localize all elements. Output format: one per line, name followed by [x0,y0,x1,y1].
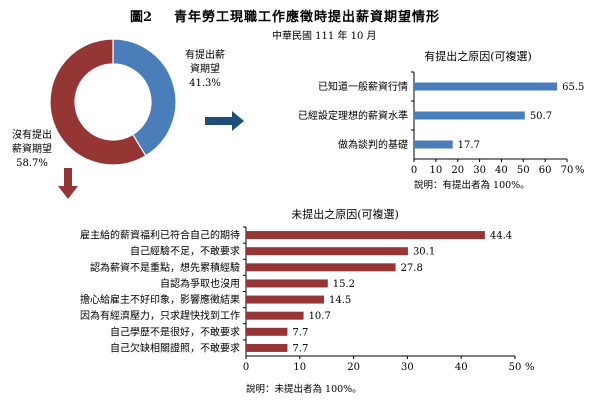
bar [246,231,485,240]
bar [246,327,288,336]
x-axis-unit: % [575,165,585,176]
x-tick-label: 50 [517,165,530,176]
bar [246,295,325,304]
donut-slice-2 [49,38,147,166]
category-label: 自己欠缺相關證照，不敢要求 [110,341,240,354]
value-label: 7.7 [292,343,308,354]
bar-chart-with-reasons: 有提出之原因(可複選) 0 10 20 30 40 50 60 70 % 已知道一般薪資行情 65.5… [298,49,585,191]
bar [246,343,288,352]
value-label: 30.1 [413,247,435,258]
x-tick-label: 70 [561,165,574,176]
bar [414,111,525,120]
arrow-right-icon [205,111,244,131]
bar [414,82,558,91]
x-tick-label: 10 [293,362,306,373]
figure-date: 中華民國 111 年 10 月 [272,29,377,42]
donut-label-without: 沒有提出 薪資期望 58.7% [12,128,52,169]
category-label: 擔心給雇主不好印象，影響應徵結果 [80,293,240,306]
category-label: 做為談判的基礎 [338,138,408,151]
value-label: 10.7 [309,311,331,322]
donut-value-without: 58.7% [16,158,48,169]
bar [414,140,453,149]
category-label: 認為薪資不是重點，想先累積經驗 [90,261,240,274]
x-axis-unit: % [525,362,535,373]
x-tick-label: 60 [539,165,552,176]
donut-slice-1 [112,38,177,157]
x-tick-label: 20 [347,362,360,373]
bar [246,263,396,272]
value-label: 27.8 [401,263,423,274]
x-tick-label: 50 [509,362,522,373]
bar [246,279,328,288]
category-label: 雇主給的薪資福利已符合自己的期待 [80,229,240,242]
chart-note: 說明：未提出者為 100%。 [246,383,362,395]
figure-number: 圖2 [130,9,152,25]
x-tick-label: 40 [455,362,468,373]
donut-label-with-line2: 資期望 [190,62,220,75]
x-tick-label: 30 [473,165,486,176]
figure-title: 青年勞工現職工作應徵時提出薪資期望情形 [174,9,440,25]
donut-label-without-line2: 薪資期望 [12,142,52,155]
category-label: 已知道一般薪資行情 [318,80,408,93]
bar [246,311,304,320]
donut-label-without-line1: 沒有提出 [12,128,52,141]
x-tick-label: 10 [429,165,442,176]
value-label: 17.7 [458,140,480,151]
category-label: 因為有經濟壓力，只求趕快找到工作 [80,309,240,322]
x-tick-label: 40 [495,165,508,176]
category-label: 已經設定理想的薪資水準 [298,109,408,122]
donut-label-with-line1: 有提出薪 [185,48,225,61]
donut-label-with: 有提出薪 資期望 41.3% [185,48,225,89]
value-label: 44.4 [490,231,512,242]
chart-note: 說明：有提出者為 100%。 [414,179,530,191]
value-label: 65.5 [562,82,584,93]
bar [246,247,408,256]
donut-chart [49,38,177,166]
category-label: 自己經驗不足，不敢要求 [130,245,240,258]
x-tick-label: 20 [451,165,464,176]
donut-value-with: 41.3% [189,78,221,89]
x-tick-label: 30 [401,362,414,373]
value-label: 7.7 [292,327,308,338]
value-label: 50.7 [530,111,552,122]
category-label: 自己學歷不是很好，不敢要求 [110,325,240,338]
value-label: 14.5 [329,295,351,306]
chart-title: 未提出之原因(可複選) [291,207,399,221]
x-tick-label: 0 [243,362,249,373]
bar-chart-without-reasons: 未提出之原因(可複選) 0 10 20 30 40 50 % 雇主給的薪資福利已符合自己的期待 4… [80,207,535,395]
category-label: 自認為爭取也沒用 [160,277,240,290]
arrow-down-icon [58,168,78,199]
value-label: 15.2 [333,279,355,290]
x-tick-label: 0 [411,165,417,176]
chart-title: 有提出之原因(可複選) [424,49,532,63]
